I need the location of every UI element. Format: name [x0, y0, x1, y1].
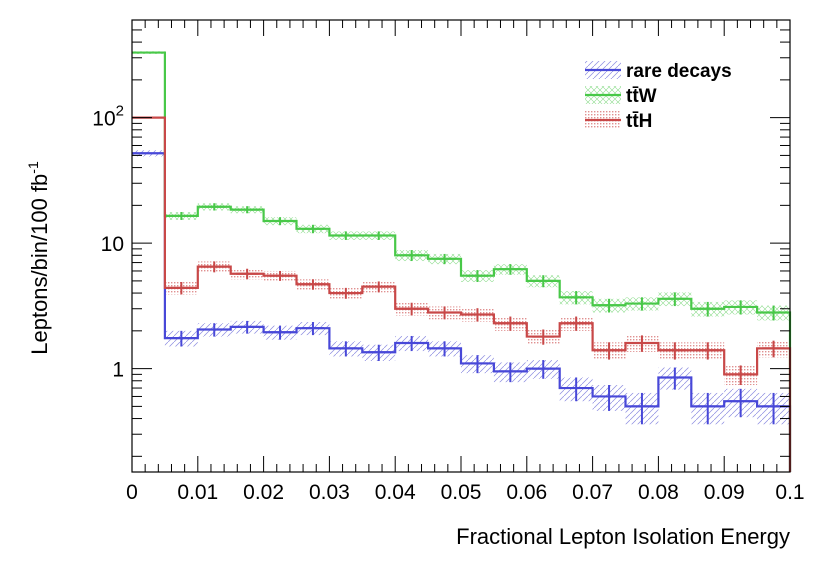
legend-label: tt̄H: [626, 111, 652, 132]
y-axis-title-main: Leptons/bin/100 fb: [27, 174, 52, 355]
legend-label: rare decays: [626, 61, 732, 82]
legend: rare decays tt̄W tt̄H: [585, 61, 732, 132]
x-tick-label: 0.01: [177, 481, 218, 504]
y-axis-ticks: 1 10 102: [92, 19, 790, 457]
y-tick-label: 102: [92, 103, 124, 131]
error-bars: [170, 203, 785, 425]
x-tick-label: 0.06: [506, 481, 547, 504]
x-tick-label: 0.08: [638, 481, 679, 504]
x-axis-ticks: 0 0.01 0.02 0.03 0.04 0.05 0.06 0.07 0.08 0.09 0.1: [126, 20, 805, 504]
x-tick-label: 0.04: [375, 481, 416, 504]
x-axis-title: Fractional Lepton Isolation Energy: [456, 524, 790, 549]
legend-label: tt̄W: [626, 86, 657, 107]
y-axis-title-exponent: -1: [25, 161, 41, 174]
y-tick-label: 1: [112, 359, 124, 382]
x-tick-label: 0: [126, 481, 138, 504]
x-tick-label: 0.03: [309, 481, 350, 504]
x-tick-label: 0.05: [441, 481, 482, 504]
x-tick-label: 0.09: [704, 481, 745, 504]
y-axis-title: Leptons/bin/100 fb-1: [25, 161, 52, 355]
x-tick-label: 0.1: [775, 481, 804, 504]
y-tick-label: 10: [101, 233, 124, 256]
x-tick-label: 0.02: [243, 481, 284, 504]
x-tick-label: 0.07: [572, 481, 613, 504]
uncertainty-bands: [132, 51, 790, 425]
